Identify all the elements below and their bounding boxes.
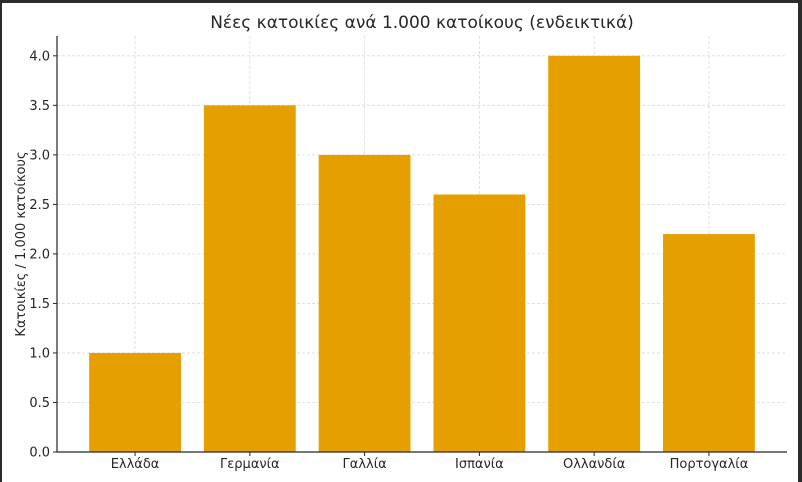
- y-tick-label: 3.0: [29, 148, 50, 163]
- bar-5: [548, 55, 641, 453]
- bar-4: [433, 194, 526, 452]
- y-tick-label: 4.0: [29, 49, 50, 64]
- y-tick-label: 3.5: [29, 99, 50, 114]
- y-tick-label: 2.0: [29, 247, 50, 262]
- bar-1: [89, 352, 181, 452]
- bar-2: [203, 105, 296, 452]
- y-tick-label: 1.0: [29, 346, 50, 361]
- chart-title: Νέες κατοικίες ανά 1.000 κατοίκους (ενδε…: [210, 13, 634, 33]
- x-tick-label: Ολλανδία: [563, 457, 625, 472]
- y-tick-label: 0.5: [29, 396, 50, 411]
- x-tick-label: Πορτογαλία: [670, 457, 749, 472]
- bar-6: [663, 234, 755, 452]
- x-tick-label: Ελλάδα: [111, 457, 160, 472]
- y-tick-label: 1.5: [29, 297, 50, 312]
- x-tick-label: Ισπανία: [455, 457, 504, 472]
- x-tick-label: Γαλλία: [343, 457, 387, 472]
- y-axis-label: Κατοικίες / 1.000 κατοίκους: [14, 151, 29, 336]
- y-tick-label: 0.0: [29, 446, 50, 461]
- bar-3: [318, 154, 411, 452]
- x-tick-label: Γερμανία: [220, 457, 280, 472]
- y-tick-label: 2.5: [29, 198, 50, 213]
